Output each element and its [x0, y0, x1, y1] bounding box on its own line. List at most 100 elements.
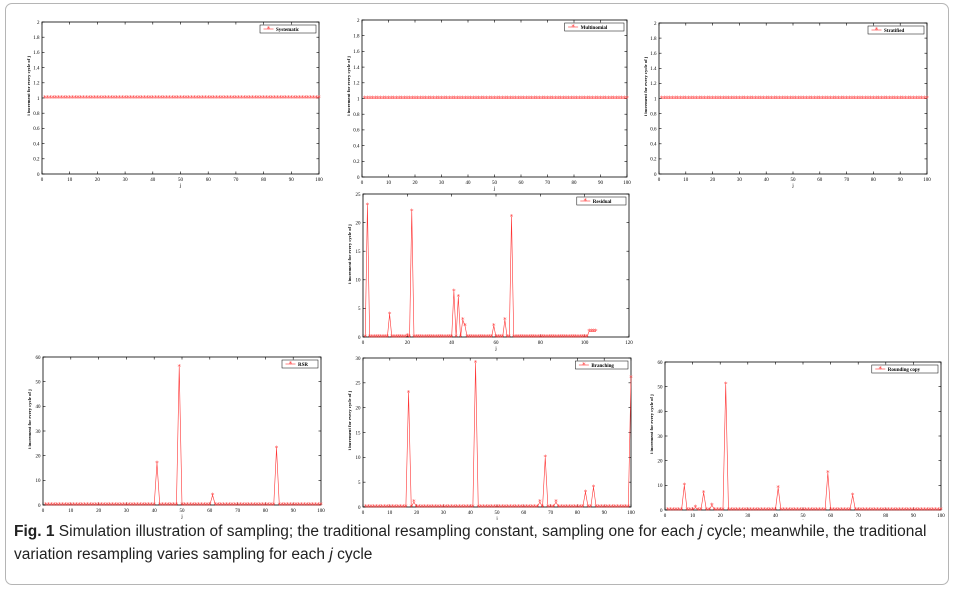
data-point: *: [705, 95, 709, 103]
data-point: *: [305, 501, 309, 509]
legend-marker: *: [267, 25, 271, 33]
data-point: *: [121, 94, 125, 102]
data-point: *: [445, 95, 449, 103]
chart-panel-1: 0 10 20 30 40 50 60 70 80 90 100 0 0.2 0.4 0.6 0.8 1 1.2 1…: [26, 21, 323, 189]
data-point: *: [498, 503, 502, 511]
data-point: *: [608, 503, 612, 511]
data-point: *: [837, 95, 841, 103]
data-point: *: [254, 94, 258, 102]
data-point: *: [802, 95, 806, 103]
data-point: *: [374, 95, 378, 103]
data-point: *: [159, 94, 163, 102]
data-point: *: [480, 95, 484, 103]
data-point: *: [427, 95, 431, 103]
y-tick-label: 25: [356, 382, 362, 387]
plot-area: [362, 193, 630, 338]
data-point: *: [660, 95, 664, 103]
data-point: *: [85, 94, 89, 102]
data-point: *: [102, 501, 106, 509]
plot-area: [664, 361, 942, 511]
x-tick-label: 0: [42, 509, 45, 514]
data-point: *: [219, 501, 223, 509]
data-point: *: [298, 94, 302, 102]
data-point: *: [129, 94, 133, 102]
data-point: *: [564, 95, 568, 103]
data-point: *: [366, 202, 370, 210]
data-point: *: [522, 95, 526, 103]
data-point: *: [530, 95, 534, 103]
data-point: *: [133, 501, 137, 509]
x-tick-label: 20: [718, 514, 724, 519]
data-point: *: [295, 94, 299, 102]
legend-marker: *: [879, 365, 883, 373]
x-tick-label: 100: [923, 178, 931, 183]
data-point: *: [724, 95, 728, 103]
data-point: *: [77, 501, 81, 509]
data-point: *: [490, 95, 494, 103]
data-point: *: [450, 333, 454, 341]
data-point: *: [379, 333, 383, 341]
data-point: *: [909, 95, 913, 103]
data-point: *: [624, 503, 628, 511]
x-tick-label: 70: [233, 178, 239, 183]
data-point: *: [191, 501, 195, 509]
data-point: *: [432, 95, 436, 103]
data-point: *: [186, 501, 190, 509]
caption-text-3: cycle: [337, 546, 373, 563]
data-point: *: [482, 95, 486, 103]
data-point: *: [572, 95, 576, 103]
data-point: *: [688, 506, 692, 514]
data-point: *: [146, 94, 150, 102]
data-point: *: [525, 503, 529, 511]
data-point: *: [86, 501, 90, 509]
data-point: *: [166, 501, 170, 509]
y-tick-label: 0.8: [33, 112, 40, 117]
data-point: *: [623, 95, 627, 103]
data-point: *: [469, 95, 473, 103]
data-point: *: [920, 506, 924, 514]
data-point: *: [917, 95, 921, 103]
data-point: *: [832, 506, 836, 514]
data-point: *: [177, 363, 181, 371]
x-tick-label: 0: [658, 178, 661, 183]
data-point: *: [578, 95, 582, 103]
legend-box: [564, 22, 625, 32]
data-point: *: [892, 506, 896, 514]
data-point: *: [663, 95, 667, 103]
data-point: *: [397, 333, 401, 341]
data-point: *: [505, 333, 509, 341]
data-point: *: [423, 503, 427, 511]
data-point: *: [694, 504, 698, 512]
legend-marker: *: [584, 197, 588, 205]
data-point: *: [898, 95, 902, 103]
y-tick-label: 0: [357, 176, 360, 181]
data-point: *: [405, 95, 409, 103]
data-point: *: [424, 95, 428, 103]
data-point: *: [807, 506, 811, 514]
data-point: *: [421, 95, 425, 103]
data-point: *: [495, 95, 499, 103]
data-point: *: [280, 501, 284, 509]
data-point: *: [474, 333, 478, 341]
data-point: *: [856, 506, 860, 514]
x-tick-label: 90: [291, 509, 297, 514]
data-point: *: [80, 501, 84, 509]
data-point: *: [456, 95, 460, 103]
data-point: *: [481, 333, 485, 341]
x-tick-label: 40: [764, 178, 770, 183]
data-point: *: [223, 94, 227, 102]
x-tick-label: 90: [602, 511, 608, 516]
x-tick-label: 50: [791, 178, 797, 183]
data-point: *: [372, 333, 376, 341]
data-point: *: [463, 322, 467, 330]
data-point: *: [727, 95, 731, 103]
data-point: *: [732, 506, 736, 514]
data-point: *: [457, 293, 461, 301]
x-tick-label: 30: [124, 509, 130, 514]
data-point: *: [76, 94, 80, 102]
data-point: *: [904, 95, 908, 103]
data-point: *: [887, 506, 891, 514]
data-point: *: [823, 95, 827, 103]
data-point: *: [551, 95, 555, 103]
y-axis-label: i increment for every cycle of j: [347, 390, 352, 450]
